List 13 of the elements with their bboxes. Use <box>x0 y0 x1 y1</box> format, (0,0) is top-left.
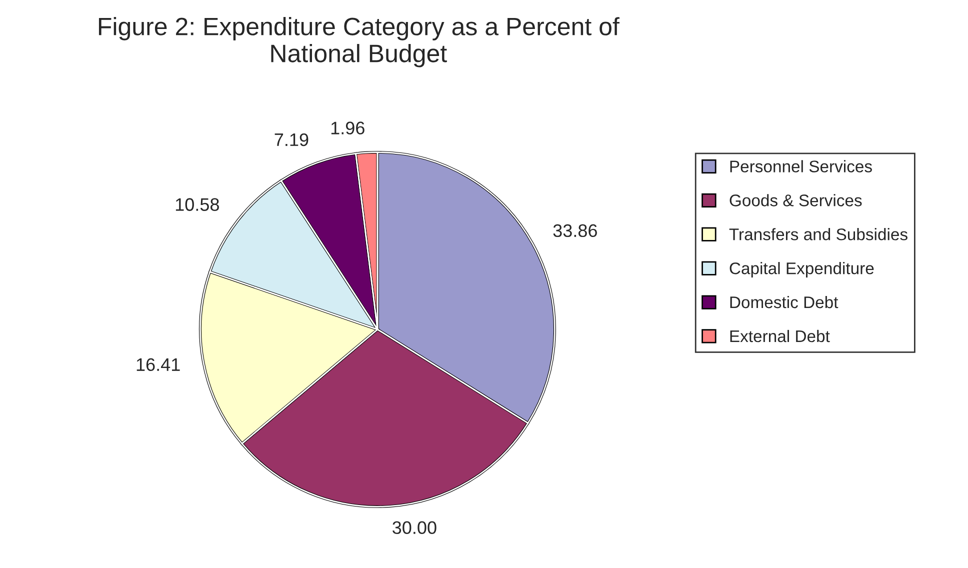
legend-label: Personnel Services <box>730 160 872 172</box>
legend-label: Goods & Services <box>730 194 862 206</box>
legend-label: Transfers and Subsidies <box>729 228 908 240</box>
data-label: 33.86 <box>553 224 597 238</box>
legend-label: External Debt <box>730 330 830 342</box>
chart-title: Figure 2: Expenditure Category as a Percent of National Budget <box>98 17 620 68</box>
data-label: 30.00 <box>392 521 436 534</box>
data-label: 7.19 <box>274 133 308 146</box>
data-label: 16.41 <box>136 358 180 372</box>
data-label: 1.96 <box>331 122 364 134</box>
legend-label: Capital Expenditure <box>730 262 874 278</box>
legend-label: Domestic Debt <box>730 296 838 308</box>
data-label: 10.58 <box>176 198 219 211</box>
